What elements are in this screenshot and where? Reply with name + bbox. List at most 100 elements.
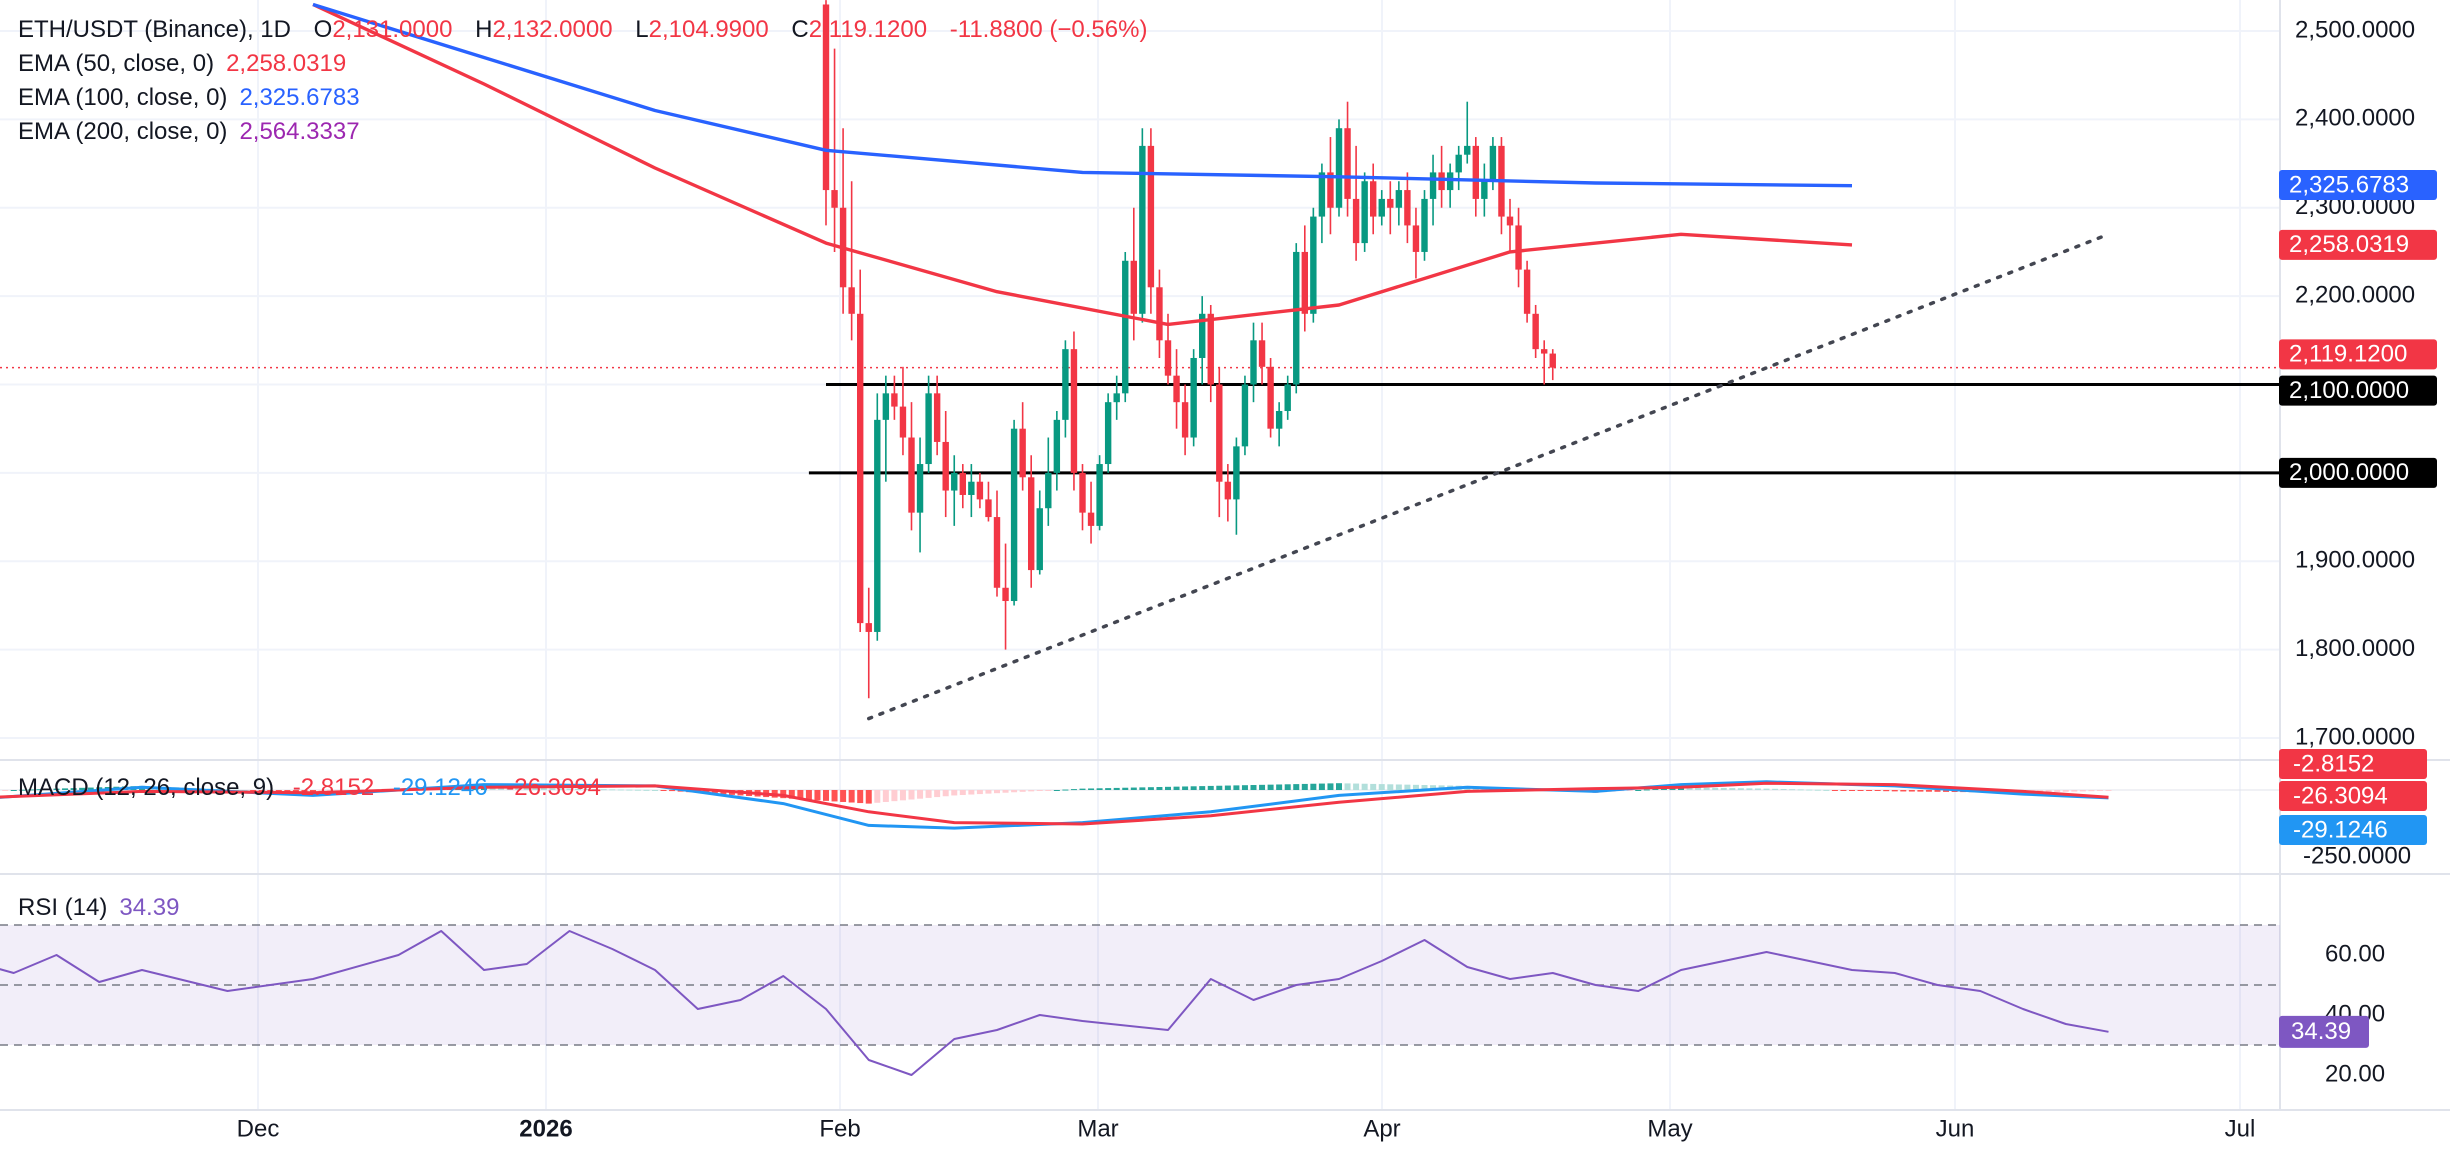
macd-histogram-bar	[1344, 783, 1351, 790]
candle	[1002, 543, 1009, 650]
macd-histogram-bar	[600, 789, 607, 791]
macd-histogram-bar	[540, 788, 547, 790]
macd-histogram-bar	[814, 790, 821, 801]
macd-histogram-bar	[515, 787, 522, 790]
macd-histogram-bar	[1053, 790, 1060, 791]
macd-histogram-bar	[1147, 787, 1154, 790]
low-value: 2,104.9900	[648, 16, 769, 43]
candle-body	[933, 393, 941, 442]
trendline[interactable]	[867, 232, 2111, 721]
macd-histogram-bar	[1310, 783, 1317, 790]
candle-body	[942, 441, 949, 491]
candle-body	[865, 623, 872, 632]
open-label: O	[313, 16, 333, 43]
symbol-header: ETH/USDT (Binance), 1D O2,131.0000 H2,13…	[18, 16, 1147, 44]
macd-histogram-bar	[2045, 790, 2052, 793]
macd-histogram-bar	[1412, 784, 1419, 790]
macd-histogram-bar	[506, 787, 513, 790]
candle	[1241, 375, 1249, 456]
candle	[1087, 481, 1095, 544]
candle-body	[1036, 508, 1043, 571]
macd-histogram-bar	[284, 790, 291, 792]
ema200-legend[interactable]: EMA (200, close, 0) 2,564.3337	[18, 118, 360, 146]
candle-body	[1199, 313, 1206, 358]
candle	[1062, 340, 1069, 438]
macd-histogram-bar	[1370, 783, 1377, 790]
macd-histogram-bar	[1686, 787, 1693, 790]
candle	[1352, 145, 1360, 261]
macd-histogram-bar	[549, 788, 556, 790]
candle-body	[985, 499, 992, 518]
macd-histogram-bar	[1284, 784, 1291, 790]
candle	[1481, 163, 1488, 217]
ema100-legend[interactable]: EMA (100, close, 0) 2,325.6783	[18, 84, 360, 112]
candle	[1045, 437, 1052, 526]
macd-histogram-bar	[891, 790, 898, 802]
macd-histogram-bar	[882, 790, 889, 802]
candle-body	[1207, 313, 1214, 385]
macd-histogram-bar	[1754, 788, 1761, 790]
macd-histogram-bar	[1729, 788, 1736, 790]
macd-histogram-bar	[1062, 789, 1069, 791]
macd-histogram-bar	[1626, 790, 1633, 791]
time-axis-tick: Feb	[819, 1115, 860, 1142]
high-label: H	[475, 16, 493, 43]
candle-body	[968, 481, 975, 495]
candle-body	[1438, 172, 1445, 191]
candle-body	[1335, 128, 1343, 208]
macd-histogram-bar	[805, 790, 812, 800]
macd-legend[interactable]: MACD (12, 26, close, 9) -2.8152 -29.1246…	[18, 774, 601, 802]
macd-histogram-bar	[1361, 783, 1368, 790]
candle	[976, 472, 984, 509]
macd-histogram-bar	[917, 790, 924, 799]
macd-histogram-bar	[1763, 788, 1770, 790]
candle-body	[1429, 172, 1437, 199]
macd-histogram-bar	[1336, 783, 1342, 790]
macd-histogram-bar	[1002, 790, 1009, 793]
time-axis-tick: Mar	[1077, 1115, 1118, 1142]
macd-histogram-bar	[532, 788, 539, 790]
macd-histogram-bar	[968, 790, 975, 795]
macd-histogram-bar	[1643, 789, 1650, 791]
ema50-legend[interactable]: EMA (50, close, 0) 2,258.0319	[18, 50, 346, 78]
high-value: 2,132.0000	[492, 16, 613, 43]
candle-body	[1173, 375, 1180, 403]
candle	[908, 402, 915, 531]
macd-histogram-bar	[1387, 784, 1394, 790]
candle	[993, 490, 1001, 597]
candle	[1010, 419, 1018, 606]
candle	[857, 269, 864, 632]
candle-body	[1404, 190, 1411, 226]
macd-histogram-bar	[1216, 785, 1223, 790]
close-label: C	[791, 16, 809, 43]
macd-histogram-bar	[498, 787, 505, 790]
candle-body	[1233, 446, 1240, 500]
last-price-badge: 2,119.1200	[2289, 341, 2407, 368]
candle-body	[1464, 145, 1471, 155]
candle-body	[1079, 472, 1086, 513]
trendline-dotted[interactable]	[867, 232, 2111, 721]
rsi-legend[interactable]: RSI (14) 34.39	[18, 894, 179, 922]
candle-body	[1122, 260, 1129, 394]
candle	[1506, 198, 1514, 252]
candle	[1301, 225, 1308, 332]
candle	[1404, 172, 1411, 244]
candle	[1421, 190, 1428, 261]
macd-hist-value: -2.8152	[292, 774, 375, 801]
candle-body	[899, 406, 907, 438]
candle	[1387, 181, 1394, 235]
candle	[1370, 163, 1377, 235]
ema-lines	[312, 2, 1853, 327]
candle-body	[1190, 357, 1197, 438]
macd-hist-badge: -2.8152	[2293, 750, 2374, 777]
candle-body	[1318, 172, 1326, 217]
candle	[1216, 366, 1223, 518]
support-levels[interactable]	[0, 366, 2280, 475]
candle	[1523, 260, 1531, 323]
macd-line-value: -29.1246	[392, 774, 488, 801]
rsi-badge: 34.39	[2291, 1018, 2351, 1045]
macd-histogram-bar	[1891, 790, 1898, 792]
macd-histogram-bar	[1301, 783, 1308, 790]
macd-histogram-bar	[1883, 790, 1890, 792]
